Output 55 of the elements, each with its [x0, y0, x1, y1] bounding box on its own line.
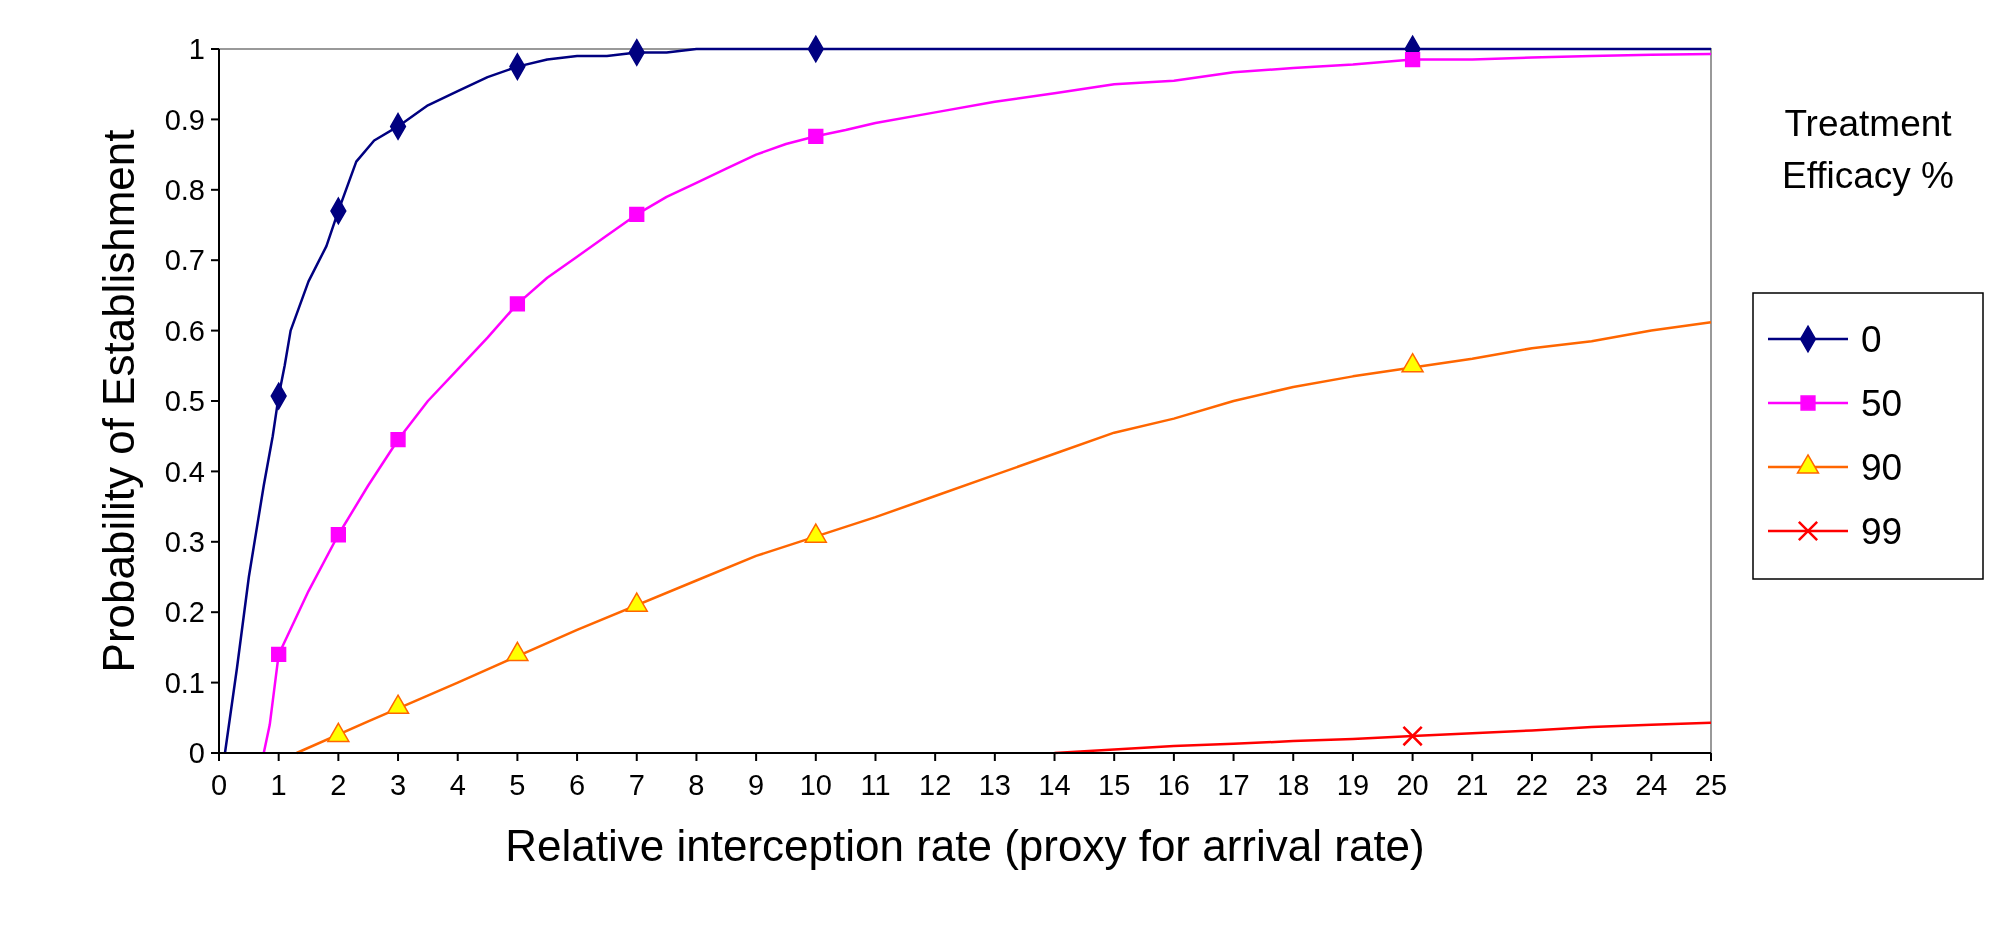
y-tick-label: 0.3 [164, 525, 205, 558]
x-tick-label: 6 [569, 769, 586, 801]
y-tick-label: 0.2 [164, 596, 205, 629]
x-tick-label: 20 [1396, 769, 1429, 801]
legend-label: 99 [1861, 510, 1903, 552]
x-tick-label: 15 [1098, 769, 1131, 801]
x-tick-label: 10 [799, 769, 832, 801]
x-tick-label: 5 [509, 769, 526, 801]
point [386, 694, 410, 715]
x-tick-label: 2 [330, 769, 347, 801]
legend-label: 0 [1861, 318, 1882, 360]
line-series [295, 320, 1713, 755]
y-axis-title: Probability of Establishment [94, 129, 144, 673]
x-tick-label: 4 [449, 769, 466, 801]
point [629, 206, 645, 223]
x-tick-label: 9 [748, 769, 765, 801]
y-tick-label: 0 [188, 737, 205, 770]
x-tick-label: 25 [1694, 769, 1728, 801]
x-tick-label: 14 [1038, 769, 1071, 801]
point [808, 128, 824, 144]
x-tick-label: 16 [1157, 769, 1191, 801]
x-tick-label: 11 [860, 769, 891, 801]
y-tick-label: 0.8 [164, 173, 205, 206]
x-tick-label: 22 [1515, 769, 1549, 801]
x-tick-label: 12 [919, 769, 952, 801]
x-tick-label: 24 [1635, 769, 1668, 801]
x-tick-label: 7 [628, 769, 645, 801]
x-tick-label: 8 [688, 769, 705, 801]
x-tick-label: 13 [978, 769, 1011, 801]
point [327, 722, 350, 743]
point [506, 641, 529, 662]
point [804, 523, 828, 543]
x-tick-label: 21 [1456, 769, 1489, 801]
point [625, 592, 648, 612]
y-tick-label: 0.6 [164, 314, 205, 347]
y-tick-label: 0.5 [164, 385, 205, 418]
legend-label: 90 [1861, 446, 1903, 488]
y-tick-label: 1 [188, 33, 205, 66]
x-tick-label: 18 [1277, 769, 1310, 801]
point [390, 432, 406, 448]
x-tick-label: 23 [1575, 769, 1608, 801]
x-tick-label: 19 [1336, 769, 1370, 801]
y-tick-label: 0.1 [164, 666, 205, 699]
y-tick-label: 0.9 [164, 103, 205, 136]
point [509, 296, 526, 312]
legend-title: Treatment Efficacy % [1781, 103, 1955, 196]
point [1404, 51, 1421, 68]
legend-label: 50 [1861, 382, 1903, 424]
y-tick-label: 0.4 [164, 455, 205, 488]
x-axis-title: Relative interception rate (proxy for arrival rate) [505, 821, 1425, 870]
x-tick-label: 0 [210, 769, 228, 801]
x-tick-label: 17 [1217, 769, 1250, 801]
x-tick-label: 1 [270, 769, 287, 801]
x-tick-label: 3 [389, 769, 407, 801]
y-tick-label: 0.7 [164, 244, 205, 277]
